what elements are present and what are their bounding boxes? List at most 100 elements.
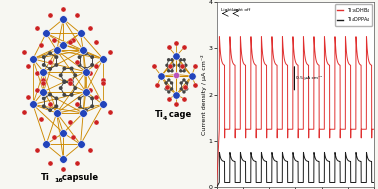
Point [192, 83, 198, 86]
Point [47, 103, 53, 106]
Point [89, 56, 95, 59]
Point [155, 83, 161, 86]
Point [47, 93, 53, 96]
Point [58, 87, 64, 90]
Point [100, 103, 106, 106]
Point [53, 105, 59, 108]
Point [47, 67, 53, 70]
Point [40, 70, 46, 73]
Point [189, 74, 195, 77]
Point [169, 88, 175, 91]
Point [93, 40, 99, 43]
Point [180, 64, 186, 67]
Point [67, 40, 73, 43]
Text: Light off: Light off [232, 8, 250, 12]
Point [25, 96, 31, 99]
Point [76, 105, 82, 108]
Point [47, 13, 53, 16]
Point [34, 149, 40, 152]
Point [89, 105, 95, 108]
Point [74, 60, 80, 63]
Point [100, 57, 106, 60]
Point [80, 112, 86, 115]
Point [58, 74, 64, 77]
Point [87, 149, 93, 152]
Point [169, 69, 175, 72]
Y-axis label: Current density / μA cm⁻²: Current density / μA cm⁻² [201, 54, 207, 135]
Point [47, 60, 53, 63]
Point [34, 89, 40, 92]
Point [181, 69, 187, 72]
Point [167, 64, 174, 67]
Text: 16: 16 [54, 178, 63, 183]
Point [164, 64, 170, 67]
Point [87, 89, 93, 92]
Point [181, 78, 187, 81]
Point [93, 64, 99, 67]
Point [41, 56, 47, 59]
Point [51, 136, 57, 139]
Point [107, 110, 113, 113]
Point [60, 132, 67, 135]
Point [41, 97, 47, 100]
Point [166, 90, 172, 93]
Point [34, 26, 40, 29]
Point [178, 69, 184, 72]
Point [53, 64, 59, 67]
Point [72, 87, 78, 90]
Point [74, 161, 80, 164]
Point [68, 81, 74, 84]
Point [21, 50, 27, 53]
Point [41, 64, 47, 67]
Point [158, 74, 164, 77]
Point [30, 57, 36, 60]
Text: Ti: Ti [41, 173, 50, 182]
Point [178, 88, 184, 91]
Point [164, 86, 170, 89]
Point [76, 64, 82, 67]
Point [53, 56, 59, 59]
Point [87, 72, 93, 75]
Point [169, 58, 175, 61]
Point [89, 97, 95, 100]
Point [54, 112, 60, 115]
Point [77, 143, 84, 146]
Point [181, 46, 187, 49]
Point [61, 67, 67, 70]
Point [181, 58, 187, 61]
Point [169, 81, 175, 84]
Point [93, 120, 99, 123]
Point [166, 46, 172, 49]
Point [174, 103, 180, 106]
Point [163, 81, 169, 84]
Point [100, 79, 106, 82]
Point [60, 17, 67, 20]
Point [40, 79, 46, 82]
Point [43, 32, 49, 35]
Text: Light on: Light on [222, 8, 239, 12]
Point [184, 81, 190, 84]
Point [163, 88, 169, 91]
Point [93, 96, 99, 99]
Point [67, 79, 73, 82]
Point [47, 52, 53, 55]
Point [70, 136, 76, 139]
Point [40, 82, 46, 85]
Point [183, 86, 189, 89]
Point [192, 64, 198, 67]
Point [166, 78, 172, 81]
Point [181, 90, 187, 93]
Point [25, 64, 31, 67]
Point [166, 97, 172, 100]
Point [74, 13, 80, 16]
Legend: Ti$_{16}$DHB$_4$, Ti$_4$DPPA$_4$: Ti$_{16}$DHB$_4$, Ti$_4$DPPA$_4$ [336, 4, 372, 26]
Point [43, 143, 49, 146]
Point [151, 64, 157, 67]
Point [76, 97, 82, 100]
Point [68, 93, 74, 96]
Point [83, 93, 89, 96]
Text: 0.5 μA cm⁻²: 0.5 μA cm⁻² [296, 76, 322, 80]
Point [107, 50, 113, 53]
Point [60, 167, 67, 170]
Point [54, 49, 60, 52]
